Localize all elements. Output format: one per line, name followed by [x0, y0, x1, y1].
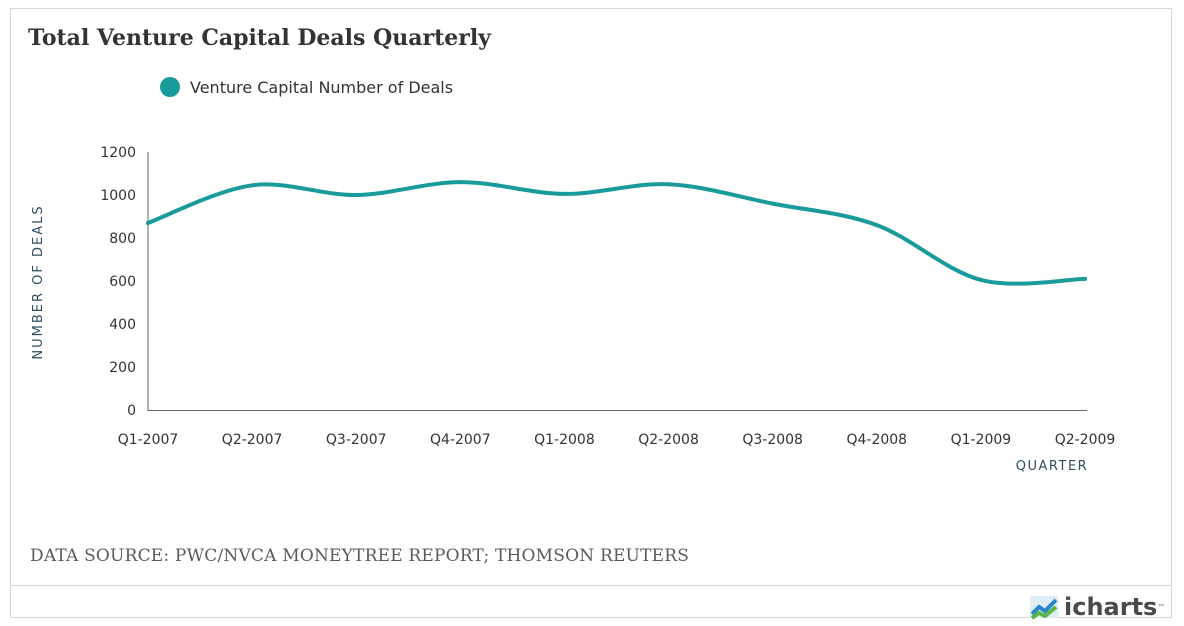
chart-title: Total Venture Capital Deals Quarterly — [28, 25, 491, 51]
data-point — [666, 182, 671, 187]
series-line — [146, 180, 1087, 286]
chart-frame — [10, 8, 1172, 618]
x-tick-label: Q1-2008 — [534, 432, 595, 448]
legend[interactable]: Venture Capital Number of Deals — [160, 76, 453, 98]
x-tick-label: Q2-2007 — [222, 432, 283, 448]
chart-logo-icon — [1030, 596, 1058, 620]
chart-axes — [147, 152, 1087, 411]
data-point — [146, 220, 150, 225]
x-tick-label: Q4-2007 — [430, 432, 491, 448]
data-source: DATA SOURCE: PWC/NVCA MONEYTREE REPORT; … — [30, 546, 690, 566]
x-axis-label: QUARTER — [1016, 459, 1088, 474]
data-point — [250, 183, 255, 188]
brand-logo[interactable]: icharts ™ — [1030, 592, 1165, 622]
data-point — [354, 193, 359, 197]
y-tick-label: 0 — [127, 403, 136, 419]
data-point — [562, 191, 567, 196]
x-tick-label: Q4-2008 — [846, 432, 907, 448]
chart-series — [146, 180, 1087, 286]
y-tick-label: 600 — [109, 274, 136, 290]
legend-label: Venture Capital Number of Deals — [190, 77, 454, 97]
brand-trademark: ™ — [1157, 602, 1166, 612]
data-point — [874, 223, 879, 228]
y-tick-label: 800 — [109, 231, 136, 247]
y-tick-label: 1200 — [100, 145, 136, 161]
x-tick-label: Q2-2008 — [638, 432, 699, 448]
x-tick-label: Q1-2007 — [118, 432, 179, 448]
y-tick-labels: 0 200 400 600 800 1000 1200 — [100, 145, 136, 419]
y-tick-label: 400 — [109, 317, 136, 333]
brand-name: icharts — [1064, 593, 1158, 621]
y-tick-label: 200 — [109, 360, 136, 376]
data-point — [458, 180, 463, 185]
y-axis-label: NUMBER OF DEALS — [31, 204, 46, 359]
legend-marker — [160, 77, 180, 97]
x-tick-label: Q3-2007 — [326, 432, 387, 448]
footer-divider — [10, 585, 1172, 586]
x-tick-labels: Q1-2007 Q2-2007 Q3-2007 Q4-2007 Q1-2008 Q2-20… — [118, 432, 1116, 448]
x-tick-label: Q3-2008 — [742, 432, 803, 448]
data-point — [770, 201, 775, 206]
x-tick-label: Q2-2009 — [1055, 432, 1116, 448]
data-point — [1083, 276, 1087, 281]
x-tick-label: Q1-2009 — [951, 432, 1012, 448]
y-tick-label: 1000 — [100, 188, 136, 204]
data-point — [978, 277, 983, 282]
